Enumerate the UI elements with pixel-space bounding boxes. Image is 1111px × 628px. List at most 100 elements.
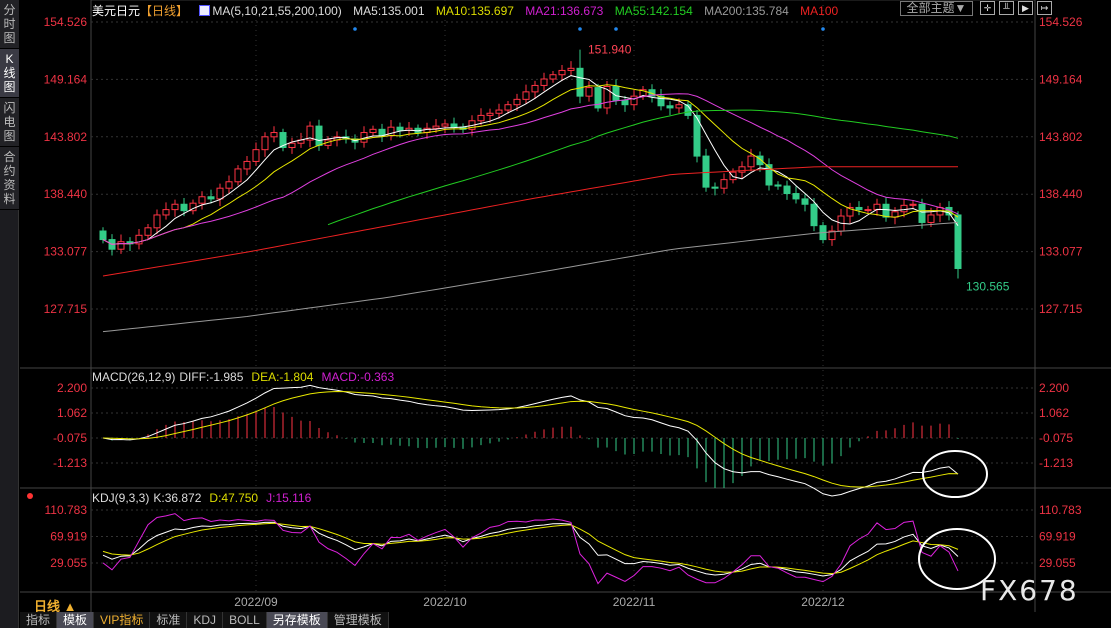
ma200-value: MA200:135.784	[704, 4, 789, 18]
candle-body	[513, 98, 521, 106]
macd-label: MACD(26,12,9)	[92, 370, 176, 384]
kdj-tick-left: 110.783	[45, 503, 88, 517]
ma55-line	[327, 109, 959, 226]
sidebar-item-kline[interactable]: K线图	[0, 49, 19, 98]
period-selector[interactable]: 日线 ▲	[34, 599, 77, 614]
macd-tick-left: 2.200	[57, 381, 87, 395]
candle-body	[927, 214, 935, 223]
kdj-k-line	[102, 521, 959, 577]
macd-tick-right: -0.075	[1039, 431, 1073, 445]
macd-diff-line	[102, 384, 959, 497]
event-marker	[578, 27, 582, 31]
tab-7[interactable]: 管理模板	[327, 612, 389, 628]
candle-body	[306, 125, 314, 141]
ma21-line	[102, 93, 959, 245]
price-tick-left: 138.440	[44, 187, 88, 201]
macd-tick-left: -1.213	[53, 456, 87, 470]
candle-body	[180, 203, 188, 212]
candle-body	[747, 155, 755, 168]
chart-area[interactable]: 154.526 154.526 149.164 149.164 143.802 143.8…	[20, 0, 1111, 612]
macd-value: MACD:-0.363	[321, 370, 395, 384]
play-icon[interactable]: ▶	[1018, 1, 1033, 15]
tab-1[interactable]: 模板	[57, 612, 95, 628]
low-annotation: 130.565	[966, 279, 1010, 293]
candle-body	[801, 198, 809, 205]
tab-3[interactable]: 标准	[150, 612, 188, 628]
tab-4[interactable]: KDJ	[187, 612, 224, 628]
watermark: FX678	[980, 574, 1079, 607]
candle-body	[288, 142, 296, 149]
candle-body	[738, 166, 746, 173]
candle-body	[441, 123, 449, 127]
kdj-label: KDJ(9,3,3)	[92, 491, 150, 505]
tab-5[interactable]: BOLL	[223, 612, 267, 628]
macd-tick-right: -1.213	[1039, 456, 1073, 470]
theme-dropdown[interactable]: 全部主题▼	[900, 1, 973, 16]
candle-body	[234, 168, 242, 183]
macd-tick-left: -0.075	[53, 431, 87, 445]
price-tick-right: 149.164	[1039, 72, 1083, 86]
date-tick: 2022/12	[801, 595, 845, 609]
price-tick-left: 143.802	[44, 130, 88, 144]
candle-body	[567, 67, 575, 71]
sidebar-item-timeshare[interactable]: 分时图	[0, 0, 19, 49]
price-tick-right: 127.715	[1039, 302, 1083, 316]
main-header: 美元日元【日线】 MA(5,10,21,55,200,100) MA5:135.…	[92, 2, 846, 19]
high-annotation: 151.940	[588, 43, 632, 57]
candle-body	[855, 206, 863, 211]
candle-body	[495, 109, 503, 114]
candle-body	[99, 230, 107, 241]
candle-body	[387, 126, 395, 137]
candle-body	[144, 227, 152, 236]
date-tick: 2022/10	[423, 595, 467, 609]
event-marker	[353, 27, 357, 31]
kdj-tick-left: 29.055	[50, 556, 87, 570]
kdj-header: KDJ(9,3,3) K:36.872 D:47.750 J:15.116	[92, 491, 319, 505]
kdj-j-line	[102, 513, 959, 585]
price-tick-right: 143.802	[1039, 130, 1083, 144]
sidebar-item-flash[interactable]: 闪电图	[0, 98, 19, 147]
ma-label: MA(5,10,21,55,200,100)	[212, 4, 342, 18]
ma100-line	[102, 166, 958, 277]
crosshair-icon[interactable]: ✛	[980, 1, 995, 15]
candle-body	[558, 69, 566, 76]
price-tick-left: 127.715	[44, 302, 88, 316]
candle-body	[252, 149, 260, 162]
period-tag: 【日线】	[140, 4, 189, 18]
kdj-k: K:36.872	[153, 491, 202, 505]
candle-body	[198, 196, 206, 204]
kdj-j: J:15.116	[266, 491, 312, 505]
candle-body	[954, 214, 962, 269]
kdj-tick-right: 110.783	[1039, 503, 1082, 517]
candle-body	[432, 125, 440, 129]
candle-body	[657, 95, 665, 107]
tab-2[interactable]: VIP指标	[94, 612, 151, 628]
ma200-line	[102, 221, 959, 333]
candle-body	[666, 105, 674, 109]
sidebar: 分时图 K线图 闪电图 合约资料	[0, 0, 19, 628]
candle-body	[531, 84, 539, 93]
candle-body	[756, 155, 764, 166]
macd-dea-line	[102, 391, 959, 488]
event-marker	[614, 27, 618, 31]
tab-0[interactable]: 指标	[20, 612, 58, 628]
price-tick-left: 133.077	[44, 245, 88, 259]
kdj-tick-right: 29.055	[1039, 556, 1076, 570]
jump-end-icon[interactable]: ↦	[1037, 1, 1052, 15]
candle-body	[720, 179, 728, 189]
price-tick-right: 133.077	[1039, 245, 1083, 259]
candle-body	[612, 86, 620, 101]
ma5-line	[102, 75, 959, 245]
candle-body	[576, 67, 584, 97]
candle-body	[675, 104, 683, 109]
candle-body	[270, 132, 278, 138]
sidebar-item-contract-info[interactable]: 合约资料	[0, 147, 19, 210]
event-marker	[821, 27, 825, 31]
candle-body	[900, 204, 908, 213]
candle-body	[396, 126, 404, 131]
tab-6[interactable]: 另存模板	[266, 612, 328, 628]
zoom-fit-icon[interactable]: ╨	[999, 1, 1014, 15]
candle-body	[243, 160, 251, 170]
candle-body	[702, 155, 710, 188]
candle-body	[549, 74, 557, 80]
